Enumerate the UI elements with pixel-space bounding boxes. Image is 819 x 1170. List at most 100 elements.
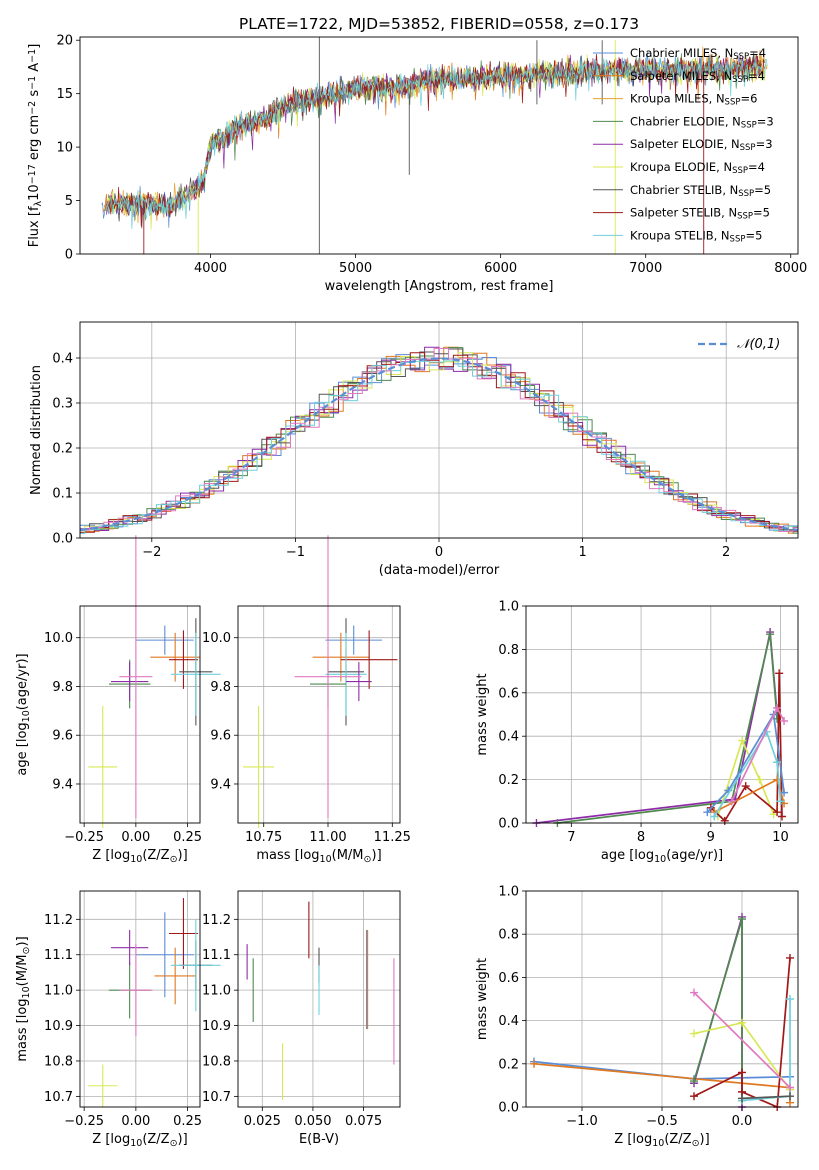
label-part: −1 <box>27 49 38 63</box>
weight-marker <box>780 788 789 797</box>
y-tick-label: 15 <box>56 87 73 102</box>
y-tick-label: 9.8 <box>210 680 231 695</box>
label-part: (age/yr)] <box>666 848 723 863</box>
y-axis-label: age [log10(age/yr)] <box>15 653 32 775</box>
legend-sub: SSP <box>738 189 754 199</box>
y-tick-label: 0.6 <box>498 971 519 986</box>
x-tick-label: −1.0 <box>566 1114 598 1129</box>
y-tick-label: 9.8 <box>52 680 73 695</box>
label-part: ⊙ <box>692 1138 700 1149</box>
weight-marker <box>773 808 782 817</box>
x-tick-label: −2 <box>142 545 161 560</box>
legend-n: =4 <box>749 46 766 60</box>
axes-frame <box>525 605 799 824</box>
x-tick-label: 4000 <box>194 261 227 276</box>
axes-frame <box>79 36 799 255</box>
y-tick-label: 0.0 <box>498 1101 519 1116</box>
weight-marker <box>738 915 746 924</box>
weight-marker <box>786 995 794 1003</box>
y-tick-label: 0.2 <box>498 1057 519 1072</box>
weight-marker <box>738 1068 746 1077</box>
legend-n: =4 <box>748 69 765 83</box>
legend-sub: SSP <box>741 121 757 131</box>
x-tick-label: 11.25 <box>374 830 411 845</box>
y-tick-label: 9.4 <box>210 777 231 792</box>
weight-marker <box>773 758 782 767</box>
legend-sub: SSP <box>725 98 741 108</box>
y-tick-label: 0.1 <box>52 487 73 502</box>
y-tick-label: 11.2 <box>202 913 231 928</box>
y-tick-label: 0.0 <box>52 532 73 547</box>
legend-label: Salpeter ELODIE, NSSP=3 <box>630 137 773 153</box>
y-tick-label: 11.0 <box>202 984 231 999</box>
y-tick-label: 0.8 <box>498 643 519 658</box>
weight-marker <box>741 782 750 791</box>
x-axis-label: age [log10(age/yr)] <box>601 848 723 865</box>
label-part: )] <box>372 848 382 863</box>
x-axis-label: E(B-V) <box>299 1132 339 1147</box>
y-tick-label: 0.3 <box>52 397 73 412</box>
y-axis-label: mass weight <box>475 673 490 755</box>
legend-label: Chabrier ELODIE, NSSP=3 <box>630 114 774 130</box>
x-tick-label: 0.25 <box>173 1114 202 1129</box>
label-part: wavelength [Angstrom, rest frame] <box>325 279 554 294</box>
weight-line <box>710 673 783 823</box>
histogram-step <box>80 348 798 532</box>
y-tick-label: 0.4 <box>52 352 73 367</box>
x-tick-label: 10 <box>772 830 789 845</box>
weight-marker <box>777 812 786 821</box>
legend-label: Salpeter STELIB, NSSP=5 <box>630 206 770 222</box>
y-tick-label: 10.8 <box>44 1054 73 1069</box>
label-part: 10 <box>21 986 32 998</box>
label-part: mass weight <box>475 673 490 755</box>
y-tick-label: 0.4 <box>498 1014 519 1029</box>
weight-marker <box>773 775 782 784</box>
y-axis-label: Normed distribution <box>29 365 44 495</box>
weight-line <box>693 991 791 1089</box>
label-part: −1 <box>27 76 38 90</box>
y-tick-label: 10 <box>56 141 73 156</box>
y-tick-label: 0.2 <box>498 773 519 788</box>
legend-n: =3 <box>757 114 774 128</box>
y-tick-label: 0.2 <box>52 442 73 457</box>
label-part: 10 <box>320 854 332 865</box>
legend-label: Kroupa ELODIE, NSSP=4 <box>630 160 765 176</box>
legend-n: =3 <box>756 137 773 151</box>
label-part: erg cm <box>27 115 42 164</box>
legend-sub: SSP <box>732 166 748 176</box>
label-part: Z [log <box>92 848 130 863</box>
label-part: (Z/Z <box>142 848 169 863</box>
weight-marker <box>690 1029 698 1038</box>
weight-marker <box>720 816 729 825</box>
y-tick-label: 0.6 <box>498 686 519 701</box>
weight-marker <box>775 669 784 678</box>
x-tick-label: 0 <box>435 545 443 560</box>
x-axis-label: mass [log10(M/M⊙)] <box>256 848 381 865</box>
axes-frame <box>79 321 799 539</box>
weight-marker <box>786 1083 794 1092</box>
x-tick-label: 7 <box>567 830 575 845</box>
legend-label: Kroupa STELIB, NSSP=5 <box>630 228 762 244</box>
legend-label: 𝒩(0,1) <box>737 337 780 352</box>
x-tick-label: 0.0 <box>732 1114 753 1129</box>
label-part: )] <box>178 1132 188 1147</box>
axes-frame <box>237 605 401 824</box>
y-tick-label: 9.6 <box>210 729 231 744</box>
label-part: 10 <box>654 854 666 865</box>
weight-marker <box>703 808 712 817</box>
weight-line <box>730 706 785 802</box>
figure-title: PLATE=1722, MJD=53852, FIBERID=0558, z=0… <box>239 15 639 33</box>
legend-sub: SSP <box>732 75 748 85</box>
x-tick-label: 10.75 <box>245 830 282 845</box>
label-part: ⊙ <box>170 1138 178 1149</box>
x-axis-label: (data-model)/error <box>379 563 500 578</box>
y-tick-label: 10.7 <box>44 1090 73 1105</box>
label-part: ⊙ <box>364 854 372 865</box>
legend-name: Salpeter MILES, N <box>630 69 732 83</box>
weight-line <box>741 1095 791 1100</box>
y-tick-label: 0.8 <box>498 928 519 943</box>
y-tick-label: 11.1 <box>202 948 231 963</box>
x-tick-label: 9 <box>707 830 715 845</box>
weight-marker <box>710 812 719 821</box>
